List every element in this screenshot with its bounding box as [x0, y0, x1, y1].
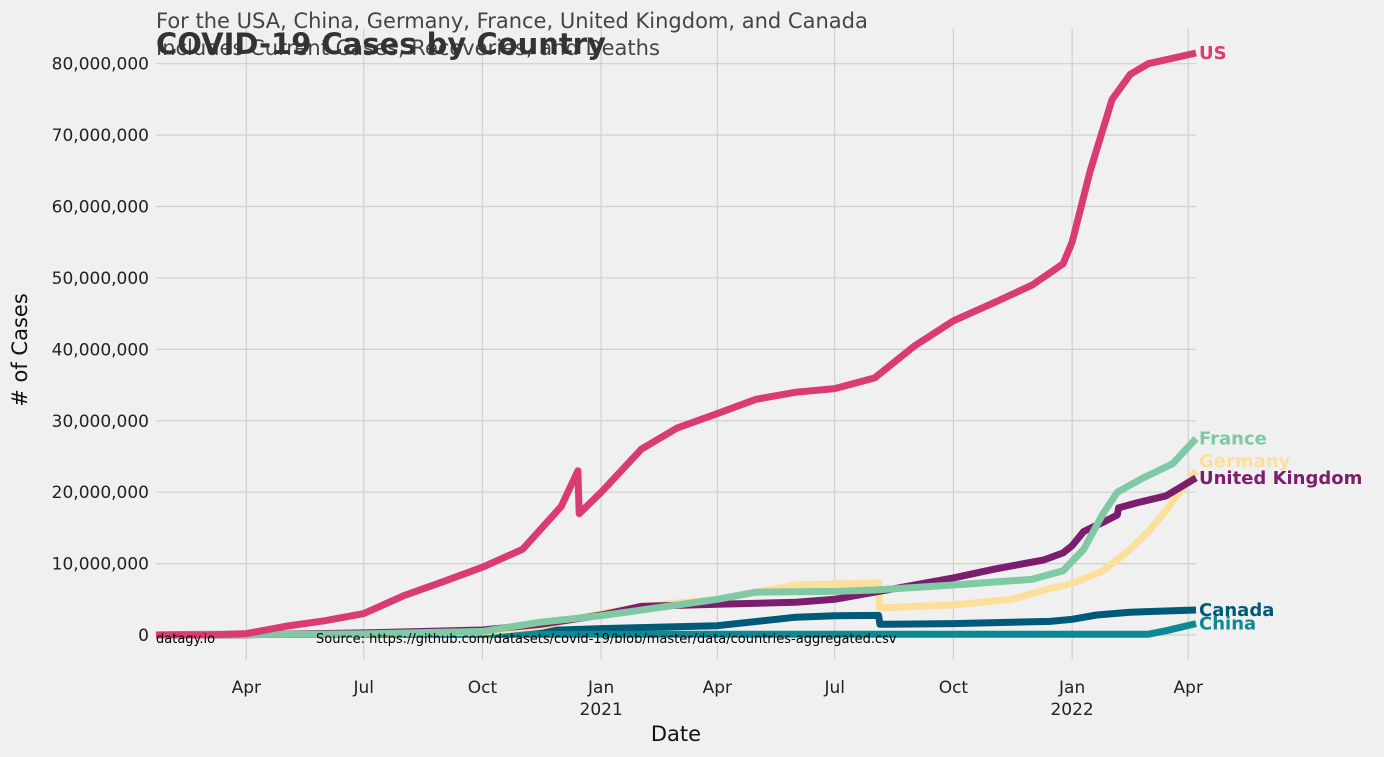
y-tick-label: 80,000,000: [52, 55, 149, 75]
x-tick-label: Oct: [468, 678, 498, 698]
x-tick-label: Oct: [939, 678, 969, 698]
y-tick-label: 20,000,000: [52, 483, 149, 503]
series-line-germany: [155, 468, 1199, 639]
series-line-france: [155, 436, 1199, 639]
x-tick-year-label: 2021: [580, 700, 623, 720]
x-tick-label: Apr: [232, 678, 261, 698]
y-tick-label: 0: [138, 626, 149, 646]
footer-source: Source: https://github.com/datasets/covi…: [316, 632, 897, 647]
y-axis-label: # of Cases: [8, 293, 32, 407]
x-tick-label: Jul: [352, 678, 374, 698]
y-tick-label: 30,000,000: [52, 412, 149, 432]
chart-title: COVID-19 Cases by Country: [156, 27, 606, 61]
chart-subtitle-line2: Includes Current Cases, Recoveries, and …: [156, 36, 660, 60]
y-axis-ticks: 0 10,000,000 20,000,000 30,000,000 40,000,00…: [52, 55, 149, 646]
series-label-china: China: [1199, 614, 1256, 635]
x-tick-label: Apr: [703, 678, 732, 698]
series-label-united-kingdom: United Kingdom: [1199, 468, 1362, 489]
series-line-united-kingdom: [155, 474, 1198, 639]
y-tick-label: 40,000,000: [52, 340, 149, 360]
series-label-germany: Germany: [1199, 451, 1291, 472]
x-tick-label: Apr: [1174, 678, 1203, 698]
series-label-us: US: [1199, 43, 1227, 64]
series-label-canada: Canada: [1199, 600, 1274, 621]
series-label-france: France: [1199, 429, 1267, 450]
grid: [156, 28, 1196, 660]
x-tick-label: Jan: [1058, 678, 1085, 698]
x-tick-label: Jul: [823, 678, 845, 698]
footer-credit: datagy.io: [156, 632, 215, 647]
y-tick-label: 70,000,000: [52, 126, 149, 146]
x-axis-label: Date: [651, 722, 701, 746]
series-line-us: [156, 49, 1197, 639]
chart-subtitle-line1: For the USA, China, Germany, France, Uni…: [156, 9, 868, 33]
x-tick-year-label: 2022: [1050, 700, 1093, 720]
y-tick-label: 60,000,000: [52, 198, 149, 218]
plot-area: [155, 49, 1199, 639]
y-tick-label: 50,000,000: [52, 269, 149, 289]
x-tick-label: Jan: [587, 678, 614, 698]
y-tick-label: 10,000,000: [52, 555, 149, 575]
